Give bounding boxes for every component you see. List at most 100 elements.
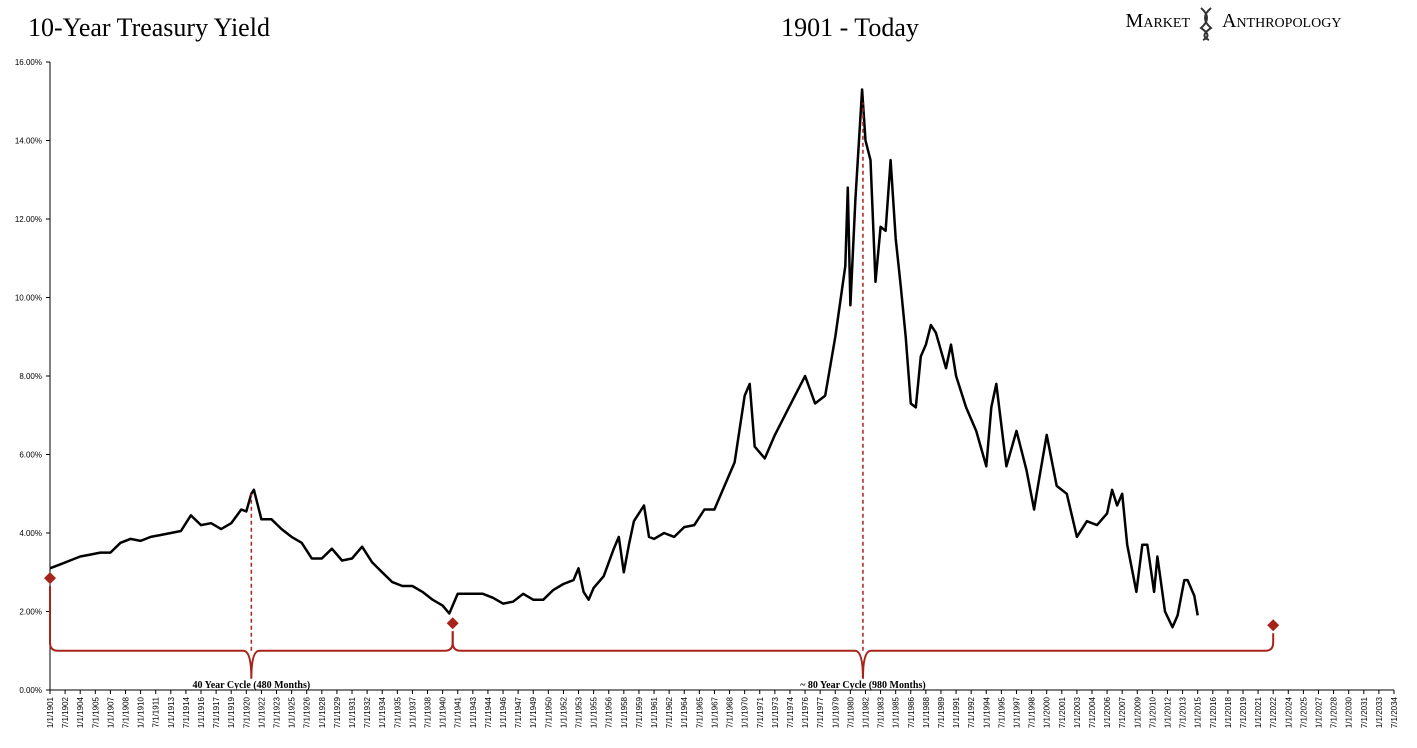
x-tick-label: 7/1/2007 xyxy=(1118,696,1127,728)
x-tick-label: 7/1/2031 xyxy=(1360,696,1369,728)
x-tick-label: 1/1/1958 xyxy=(620,696,629,728)
x-tick-label: 1/1/2000 xyxy=(1043,696,1052,728)
x-tick-label: 7/1/1917 xyxy=(212,696,221,728)
yield-line xyxy=(49,88,1199,629)
y-tick-label: 0.00% xyxy=(19,686,42,695)
x-tick-label: 7/1/1992 xyxy=(967,696,976,728)
x-tick-label: 7/1/2028 xyxy=(1330,696,1339,728)
x-tick-label: 1/1/1934 xyxy=(378,696,387,728)
x-tick-label: 7/1/1926 xyxy=(303,696,312,728)
x-tick-label: 7/1/2013 xyxy=(1179,696,1188,728)
y-tick-label: 14.00% xyxy=(15,137,42,146)
cycle-brace xyxy=(49,586,454,679)
dna-strand xyxy=(1203,7,1213,41)
x-tick-label: 7/1/1977 xyxy=(816,696,825,728)
y-tick-label: 12.00% xyxy=(15,215,42,224)
y-tick-label: 4.00% xyxy=(19,529,42,538)
x-tick-label: 1/1/2006 xyxy=(1103,696,1112,728)
x-tick-label: 7/1/1911 xyxy=(152,696,161,727)
x-tick-label: 1/1/1982 xyxy=(861,696,870,728)
y-tick-label: 2.00% xyxy=(19,608,42,617)
x-tick-label: 7/1/1941 xyxy=(454,696,463,728)
x-tick-label: 7/1/2001 xyxy=(1058,696,1067,728)
x-tick-label: 7/1/1908 xyxy=(122,696,131,728)
x-tick-label: 1/1/1946 xyxy=(499,696,508,728)
cycle-marker xyxy=(1267,619,1280,632)
y-tick-label: 10.00% xyxy=(15,294,42,303)
x-tick-label: 1/1/2009 xyxy=(1133,696,1142,728)
x-tick-label: 7/1/1971 xyxy=(756,696,765,728)
x-tick-label: 1/1/2030 xyxy=(1345,696,1354,728)
x-tick-label: 1/1/1916 xyxy=(197,696,206,728)
x-tick-label: 1/1/1967 xyxy=(710,696,719,728)
x-tick-label: 7/1/1950 xyxy=(544,696,553,728)
x-tick-label: 1/1/1961 xyxy=(650,696,659,728)
cycle-label: ~ 80 Year Cycle (980 Months) xyxy=(800,680,925,691)
cycle-brace xyxy=(451,631,1275,679)
x-tick-label: 7/1/2019 xyxy=(1239,696,1248,728)
x-tick-label: 1/1/1970 xyxy=(741,696,750,728)
brand-right: Anthropology xyxy=(1222,10,1341,32)
x-tick-label: 7/1/2025 xyxy=(1299,696,1308,728)
brand-icon xyxy=(1199,7,1213,41)
x-tick-label: 1/1/1985 xyxy=(892,696,901,728)
chart-title: 10-Year Treasury Yield xyxy=(28,13,270,42)
x-tick-label: 1/1/2003 xyxy=(1073,696,1082,728)
x-tick-label: 7/1/1923 xyxy=(273,696,282,728)
x-tick-label: 1/1/2021 xyxy=(1254,696,1263,728)
x-tick-label: 7/1/1902 xyxy=(61,696,70,728)
x-tick-label: 1/1/1994 xyxy=(982,696,991,728)
x-tick-label: 7/1/1947 xyxy=(514,696,523,728)
x-tick-label: 1/1/1955 xyxy=(590,696,599,728)
x-tick-label: 7/1/1953 xyxy=(575,696,584,728)
x-tick-label: 1/1/1910 xyxy=(137,696,146,728)
x-tick-label: 1/1/2012 xyxy=(1163,696,1172,728)
cycle-label: 40 Year Cycle (480 Months) xyxy=(192,680,310,691)
x-tick-label: 7/1/1905 xyxy=(91,696,100,728)
x-tick-label: 1/1/1928 xyxy=(318,696,327,728)
x-tick-label: 1/1/2027 xyxy=(1314,696,1323,728)
x-tick-label: 1/1/2024 xyxy=(1284,696,1293,728)
x-tick-label: 7/1/1998 xyxy=(1028,696,1037,728)
chart-subtitle: 1901 - Today xyxy=(781,13,919,42)
x-tick-label: 1/1/1940 xyxy=(439,696,448,728)
x-tick-label: 7/1/1959 xyxy=(635,696,644,728)
x-tick-label: 1/1/1937 xyxy=(408,696,417,728)
x-tick-label: 1/1/2033 xyxy=(1375,696,1384,728)
x-tick-label: 7/1/1914 xyxy=(182,696,191,728)
x-tick-label: 7/1/1986 xyxy=(907,696,916,728)
x-tick-label: 7/1/1920 xyxy=(242,696,251,728)
x-tick-label: 1/1/1913 xyxy=(167,696,176,728)
x-tick-label: 1/1/1925 xyxy=(288,696,297,728)
x-tick-label: 1/1/1949 xyxy=(529,696,538,728)
x-tick-label: 1/1/1973 xyxy=(771,696,780,728)
x-tick-label: 7/1/1965 xyxy=(695,696,704,728)
x-tick-label: 1/1/1907 xyxy=(106,696,115,728)
x-tick-label: 1/1/1952 xyxy=(559,696,568,728)
x-tick-label: 1/1/2018 xyxy=(1224,696,1233,728)
cycle-marker xyxy=(446,617,459,630)
x-tick-label: 7/1/1956 xyxy=(605,696,614,728)
x-tick-label: 7/1/1935 xyxy=(393,696,402,728)
x-tick-label: 7/1/1968 xyxy=(726,696,735,728)
x-tick-label: 7/1/2010 xyxy=(1148,696,1157,728)
y-tick-label: 8.00% xyxy=(19,372,42,381)
cycle-marker xyxy=(44,572,56,585)
x-tick-label: 7/1/2016 xyxy=(1209,696,1218,728)
y-tick-label: 16.00% xyxy=(15,58,42,67)
x-tick-label: 1/1/1943 xyxy=(469,696,478,728)
x-tick-label: 1/1/2015 xyxy=(1194,696,1203,728)
x-tick-label: 7/1/1995 xyxy=(997,696,1006,728)
x-tick-label: 7/1/1929 xyxy=(333,696,342,728)
x-tick-label: 1/1/1976 xyxy=(801,696,810,728)
x-tick-label: 1/1/1904 xyxy=(76,696,85,728)
x-tick-label: 7/1/1974 xyxy=(786,696,795,728)
x-tick-label: 1/1/1922 xyxy=(257,696,266,728)
x-tick-label: 7/1/1938 xyxy=(424,696,433,728)
x-tick-label: 7/1/2022 xyxy=(1269,696,1278,728)
y-tick-label: 6.00% xyxy=(19,451,42,460)
x-tick-label: 7/1/1989 xyxy=(937,696,946,728)
x-tick-label: 7/1/1983 xyxy=(877,696,886,728)
